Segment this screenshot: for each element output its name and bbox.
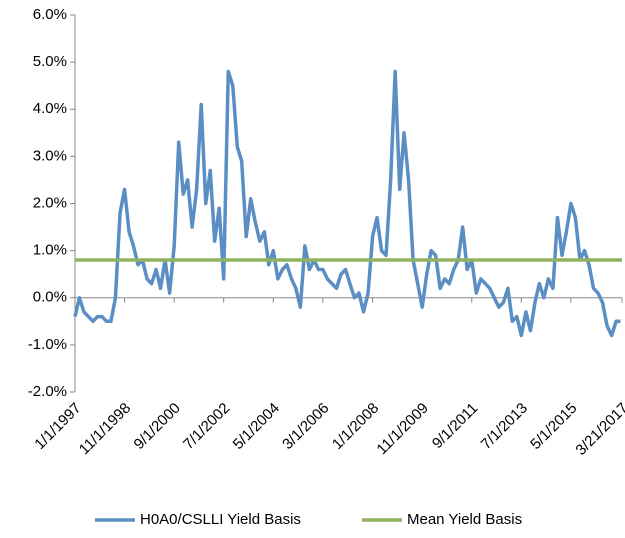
y-tick-label: -1.0% [28,336,67,353]
legend-label: H0A0/CSLLI Yield Basis [140,511,301,528]
y-tick-label: 5.0% [33,53,67,70]
legend-label: Mean Yield Basis [407,511,522,528]
y-tick-label: 1.0% [33,242,67,259]
x-tick-label: 11/1/2009 [373,400,431,458]
data-line [73,69,621,338]
y-tick-label: 3.0% [33,147,67,164]
x-tick-label: 3/21/2017 [572,400,625,459]
x-tick-label: 3/1/2006 [279,400,332,453]
x-tick-label: 11/1/1998 [76,400,134,458]
x-tick-label: 5/1/2015 [527,400,580,453]
y-tick-label: 0.0% [33,289,67,306]
x-tick-label: 9/1/2000 [131,400,184,453]
x-tick-label: 7/1/2013 [478,400,531,453]
y-tick-label: -2.0% [28,383,67,400]
x-tick-label: 5/1/2004 [230,400,283,453]
x-tick-label: 7/1/2002 [180,400,233,453]
y-tick-label: 4.0% [33,100,67,117]
x-tick-label: 9/1/2011 [429,400,482,453]
y-tick-label: 2.0% [33,194,67,211]
y-tick-label: 6.0% [33,6,67,23]
